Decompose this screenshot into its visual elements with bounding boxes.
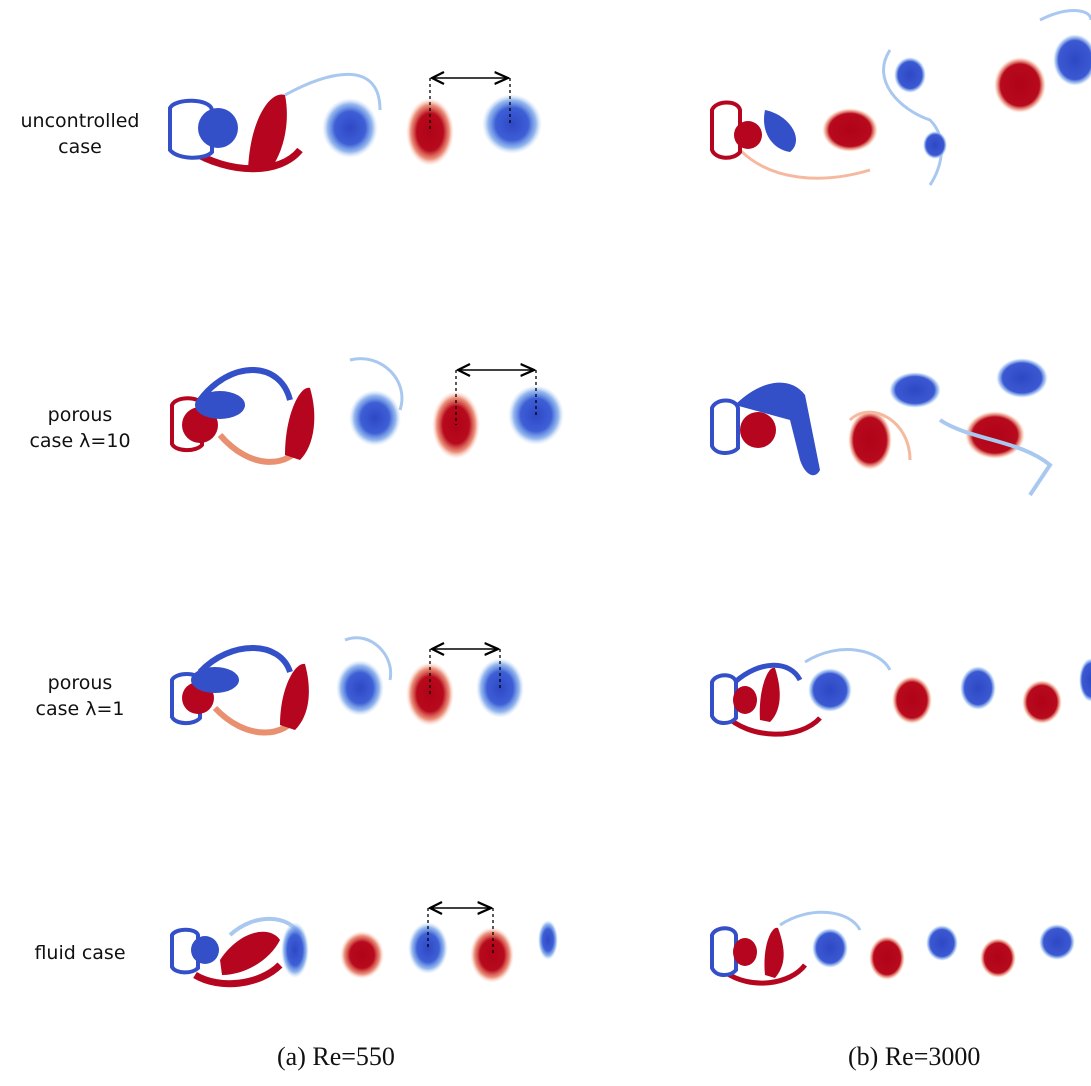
vortex-filament <box>804 648 892 671</box>
blue-vortex <box>894 57 926 93</box>
blue-vortex <box>322 98 378 158</box>
red-vortex <box>733 938 757 966</box>
red-vortex <box>248 94 287 170</box>
blue-vortex <box>538 920 558 960</box>
red-vortex <box>869 936 905 980</box>
label-line: case <box>58 136 102 158</box>
blue-vortex <box>1053 34 1091 86</box>
vortex-filament <box>349 357 404 411</box>
panel-b-uncontrolled <box>710 9 1091 186</box>
red-vortex <box>470 927 514 983</box>
red-vortex <box>848 410 892 470</box>
panel-a-uncontrolled <box>168 72 542 173</box>
vortex-filament <box>284 72 382 111</box>
blue-vortex <box>336 660 384 716</box>
blue-vortex <box>1079 658 1091 702</box>
red-vortex <box>280 663 309 730</box>
row-label-porous-l1: porous case λ=1 <box>0 670 160 722</box>
red-vortex <box>406 98 454 166</box>
blue-vortex <box>281 922 309 978</box>
red-vortex <box>759 667 780 722</box>
panel-a-porous-l1 <box>170 636 524 736</box>
vortex-filament <box>848 410 912 461</box>
label-line: case λ=10 <box>29 430 131 452</box>
blue-vortex <box>198 108 238 148</box>
blue-vortex <box>764 110 796 152</box>
blue-vortex <box>191 936 219 964</box>
blue-vortex <box>812 928 848 968</box>
shear-layer-blue <box>197 367 293 402</box>
blue-vortex <box>960 666 996 710</box>
blue-vortex <box>482 94 542 154</box>
label-line: porous <box>47 404 113 426</box>
blue-vortex <box>349 390 401 446</box>
red-vortex <box>740 412 776 448</box>
blue-vortex <box>408 922 448 974</box>
cylinder <box>710 926 738 977</box>
row-label-uncontrolled: uncontrolled case <box>0 108 160 160</box>
red-vortex <box>733 686 757 714</box>
red-vortex <box>892 676 932 724</box>
red-vortex <box>220 931 280 975</box>
red-vortex <box>340 931 384 979</box>
label-line: uncontrolled <box>20 110 140 132</box>
panel-b-porous-l1 <box>710 648 1091 737</box>
blue-vortex <box>195 391 245 419</box>
label-line: fluid case <box>34 942 126 964</box>
shear-layer-blue <box>197 645 293 675</box>
blue-vortex <box>923 131 947 159</box>
cylinder <box>170 927 200 975</box>
blue-vortex <box>889 372 941 408</box>
row-label-porous-l10: porous case λ=10 <box>0 402 160 454</box>
cylinder <box>710 100 742 160</box>
shear-layer-red <box>723 963 807 986</box>
cylinder <box>168 98 214 160</box>
label-line: porous <box>47 672 113 694</box>
vortex-filament <box>344 636 393 681</box>
vortex-figure <box>168 9 1091 988</box>
blue-vortex <box>996 358 1048 398</box>
row-label-fluid: fluid case <box>0 940 160 966</box>
red-vortex <box>994 57 1046 113</box>
label-line: case λ=1 <box>35 698 125 720</box>
vortex-filament <box>1039 9 1091 22</box>
cylinder <box>710 673 738 725</box>
panel-a-porous-l10 <box>170 357 564 465</box>
shear-layer-red <box>193 962 283 988</box>
panel-b-fluid <box>710 910 1075 986</box>
vortex-filament <box>882 49 944 186</box>
cylinder <box>710 398 740 455</box>
blue-vortex <box>926 925 958 961</box>
caption-left: (a) Re=550 <box>277 1042 395 1071</box>
red-vortex <box>1022 680 1062 724</box>
red-vortex <box>822 108 878 152</box>
red-vortex <box>734 121 762 149</box>
red-vortex <box>285 387 315 460</box>
blue-vortex <box>1039 924 1075 960</box>
blue-vortex <box>191 667 239 693</box>
vortex-filament <box>738 148 871 180</box>
vortex-filament <box>779 910 862 931</box>
blue-vortex <box>808 668 852 712</box>
shear-layer-blue <box>733 662 803 684</box>
panel-b-porous-l10 <box>710 358 1053 497</box>
blue-vortex <box>735 382 820 476</box>
vortex-filament <box>938 418 1053 497</box>
panel-a-fluid <box>170 908 558 988</box>
caption-right: (b) Re=3000 <box>848 1042 981 1071</box>
red-vortex <box>980 938 1016 978</box>
red-vortex <box>764 927 784 978</box>
